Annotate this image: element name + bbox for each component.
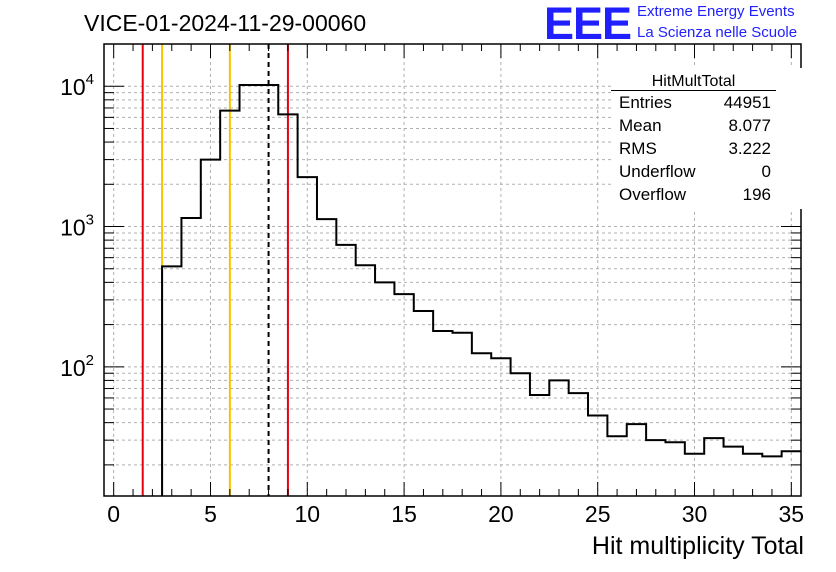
histogram-bin xyxy=(278,114,297,496)
stats-label: Underflow xyxy=(619,162,696,181)
histogram-bin xyxy=(433,331,452,496)
y-tick-exponent: 4 xyxy=(86,71,94,88)
histogram-bin xyxy=(491,358,510,496)
stats-label: Entries xyxy=(619,93,672,112)
histogram-bin xyxy=(220,111,239,496)
stats-separator xyxy=(611,90,776,91)
histogram-bin xyxy=(201,160,220,496)
y-tick-label: 103 xyxy=(60,212,94,241)
eee-logo: EEE xyxy=(544,0,632,49)
stats-label: RMS xyxy=(619,139,657,158)
histogram-bin xyxy=(414,311,433,496)
y-tick-exponent: 2 xyxy=(86,352,94,369)
stats-title: HitMultTotal xyxy=(651,73,736,90)
histogram-bin xyxy=(472,353,491,496)
logo-line-2: La Scienza nelle Scuole xyxy=(637,24,798,41)
histogram-bin xyxy=(627,424,646,496)
x-tick-label: 35 xyxy=(779,501,805,527)
histogram-bin xyxy=(724,447,743,496)
histogram-bin xyxy=(162,266,181,496)
x-tick-label: 15 xyxy=(391,501,417,527)
histogram-bin xyxy=(665,442,684,496)
stats-box: HitMultTotal Entries 44951 Mean 8.077 RM… xyxy=(611,68,806,209)
histogram-bin xyxy=(453,333,472,496)
histogram-bin xyxy=(298,177,317,496)
histogram-bin xyxy=(356,265,375,496)
histogram-line xyxy=(161,84,801,496)
y-tick-base: 10 xyxy=(60,215,86,241)
y-tick-base: 10 xyxy=(60,74,86,100)
logo-line-1: Extreme Energy Events xyxy=(637,3,795,20)
histogram-bin xyxy=(704,438,723,496)
histogram-bin xyxy=(511,373,530,496)
histogram-bin xyxy=(394,294,413,496)
stats-label: Mean xyxy=(619,116,662,135)
histogram-bin xyxy=(336,245,355,496)
stats-value: 3.222 xyxy=(728,139,771,158)
x-tick-label: 20 xyxy=(488,501,514,527)
x-tick-label: 5 xyxy=(204,501,217,527)
stats-label: Overflow xyxy=(619,185,687,204)
x-tick-label: 10 xyxy=(294,501,320,527)
histogram-bin xyxy=(549,380,568,496)
histogram-bin xyxy=(259,85,278,496)
stats-value: 0 xyxy=(761,162,771,181)
stats-value: 44951 xyxy=(723,93,771,112)
histogram-bin xyxy=(646,440,665,496)
stats-value: 8.077 xyxy=(728,116,771,135)
stats-value: 196 xyxy=(742,185,771,204)
x-tick-label: 0 xyxy=(107,501,120,527)
histogram-bin xyxy=(375,282,394,496)
y-tick-base: 10 xyxy=(60,355,86,381)
histogram-bin xyxy=(530,395,549,496)
histogram-bin xyxy=(569,393,588,496)
histogram-bin xyxy=(317,219,336,496)
histogram-bin xyxy=(181,218,200,496)
y-tick-label: 104 xyxy=(60,71,94,100)
y-tick-label: 102 xyxy=(60,352,94,381)
chart-title: VICE-01-2024-11-29-00060 xyxy=(84,10,367,36)
plot-frame xyxy=(103,43,802,497)
x-tick-label: 30 xyxy=(682,501,708,527)
histogram-bin xyxy=(240,85,259,496)
histogram-bin xyxy=(607,436,626,496)
x-axis-label: Hit multiplicity Total xyxy=(591,532,804,560)
x-tick-label: 25 xyxy=(585,501,611,527)
y-tick-exponent: 3 xyxy=(86,212,94,229)
